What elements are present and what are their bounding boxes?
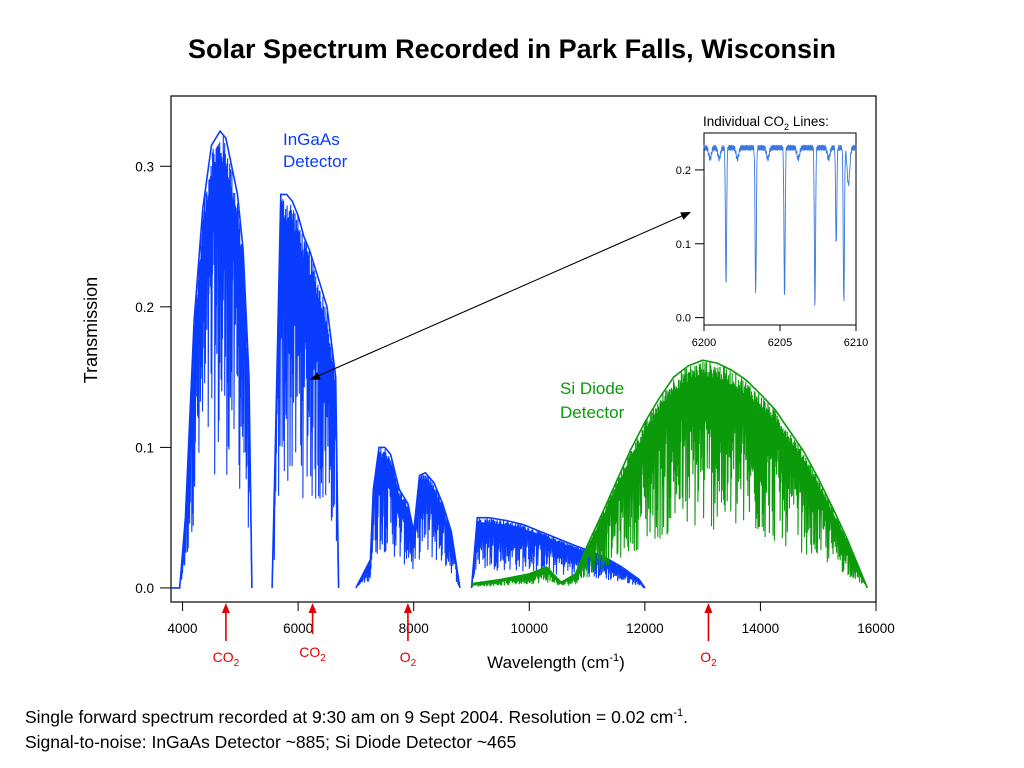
inset-title-text: Individual CO xyxy=(703,114,784,129)
series-segment-0-0 xyxy=(171,135,253,589)
x-tick-label-10000: 10000 xyxy=(511,621,549,636)
inset-title-sub: 2 xyxy=(784,122,789,132)
y-tick-label-0: 0.0 xyxy=(135,581,154,596)
series-envelope-0-3 xyxy=(470,516,646,589)
marker-arrow-head-3 xyxy=(704,603,713,613)
inset-x-tick-label-6205: 6205 xyxy=(768,337,792,349)
series-envelope-0-2 xyxy=(355,446,461,589)
si-diode-label-line-1: Si Diode xyxy=(560,379,624,398)
marker-label-sub-0: 2 xyxy=(234,658,240,669)
series-segment-0-3 xyxy=(470,518,646,589)
caption-line-2: Signal-to-noise: InGaAs Detector ~885; S… xyxy=(25,731,517,752)
inset-y-tick-label-1: 0.1 xyxy=(676,239,691,251)
caption-line-1: Single forward spectrum recorded at 9:30… xyxy=(25,701,688,730)
x-axis-label-end: ) xyxy=(619,653,625,672)
x-tick-label-16000: 16000 xyxy=(857,621,895,636)
inset-spectrum-line xyxy=(703,143,857,306)
zoom-arrow-line xyxy=(315,214,685,378)
y-axis-label: Transmission xyxy=(81,277,101,383)
series-envelope-0-0 xyxy=(171,129,253,589)
marker-label-sub-1: 2 xyxy=(320,653,326,664)
x-axis-label-sup: -1 xyxy=(609,652,619,664)
series-envelope-0-1 xyxy=(271,193,340,588)
marker-arrow-head-1 xyxy=(308,603,317,613)
series-segment-0-1 xyxy=(271,199,340,588)
series-envelope-1-0 xyxy=(471,545,588,585)
inset-y-tick-label-2: 0.2 xyxy=(676,165,691,177)
x-tick-label-6000: 6000 xyxy=(283,621,313,636)
zoom-arrow-head-spectrum xyxy=(309,372,321,380)
series-ingaas xyxy=(171,129,646,589)
series-segment-0-2 xyxy=(355,447,461,589)
si-diode-label-line-2: Detector xyxy=(560,403,625,422)
y-tick-label-2: 0.2 xyxy=(135,300,154,315)
x-axis-label-text: Wavelength (cm xyxy=(487,653,609,672)
marker-label-3: O2 xyxy=(700,649,717,669)
inset-chart: 6200 6205 6210 0.0 0.1 0.2 Individual CO2 Line… xyxy=(676,114,869,349)
x-tick-label-12000: 12000 xyxy=(626,621,664,636)
inset-y-tick-label-0: 0.0 xyxy=(676,313,691,325)
marker-label-text-3: O xyxy=(700,649,711,665)
plot-frame xyxy=(170,95,877,603)
marker-label-sub-2: 2 xyxy=(411,658,417,669)
series-si-diode xyxy=(470,359,869,589)
ingaas-label-line-2: Detector xyxy=(283,152,348,171)
inset-x-tick-label-6200: 6200 xyxy=(692,337,716,349)
marker-arrow-head-0 xyxy=(221,603,230,613)
x-tick-label-4000: 4000 xyxy=(168,621,198,636)
series-envelope-1-1 xyxy=(586,359,869,589)
marker-label-text-2: O xyxy=(400,649,411,665)
inset-frame xyxy=(703,132,857,326)
zoom-arrow-head-inset xyxy=(680,212,691,220)
main-chart: 4000 6000 8000 10000 12000 14000 16000 0.0 0.1 0.… xyxy=(81,95,895,672)
inset-title-end: Lines: xyxy=(789,114,829,129)
x-tick-label-8000: 8000 xyxy=(399,621,429,636)
series-segment-1-0 xyxy=(470,547,588,587)
y-tick-label-3: 0.3 xyxy=(135,159,154,174)
y-tick-label-1: 0.1 xyxy=(135,440,154,455)
caption: Single forward spectrum recorded at 9:30… xyxy=(25,701,688,755)
marker-label-2: O2 xyxy=(400,649,417,669)
series-segment-1-1 xyxy=(586,361,868,589)
x-tick-label-14000: 14000 xyxy=(742,621,780,636)
inset-x-tick-label-6210: 6210 xyxy=(844,337,868,349)
caption-line-1-end: . xyxy=(683,706,689,727)
ingaas-label: InGaAs Detector xyxy=(283,130,348,171)
slide-title: Solar Spectrum Recorded in Park Falls, W… xyxy=(188,34,836,64)
marker-label-text-1: CO xyxy=(299,644,320,660)
caption-line-1-text: Single forward spectrum recorded at 9:30… xyxy=(25,706,674,727)
marker-label-text-0: CO xyxy=(213,649,234,665)
caption-line-1-sup: -1 xyxy=(673,707,684,719)
si-diode-label: Si Diode Detector xyxy=(560,379,625,422)
ingaas-label-line-1: InGaAs xyxy=(283,130,340,149)
inset-title: Individual CO2 Lines: xyxy=(703,114,829,132)
x-axis-label: Wavelength (cm-1) xyxy=(487,652,625,672)
marker-label-sub-3: 2 xyxy=(711,658,717,669)
marker-label-0: CO2 xyxy=(213,649,240,669)
marker-arrow-head-2 xyxy=(403,603,412,613)
marker-label-1: CO2 xyxy=(299,644,326,664)
